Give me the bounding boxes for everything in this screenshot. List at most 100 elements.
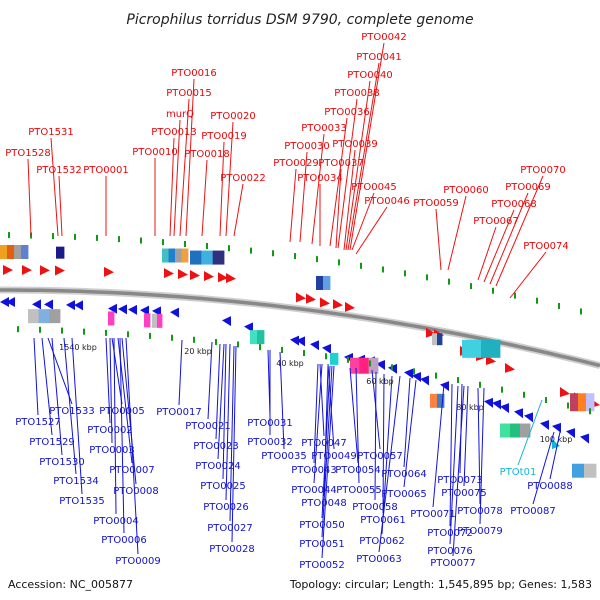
leader-line [178, 339, 183, 406]
scale-tick [470, 283, 472, 290]
gene-label-reverse: PTO0007 [109, 465, 154, 476]
scale-tick [545, 397, 547, 404]
gene-label-forward: PTO0040 [347, 70, 392, 81]
gene-label-forward: PTO0060 [443, 185, 488, 196]
gene-color-block [162, 248, 169, 263]
leader-line [27, 158, 32, 237]
leader-line [403, 377, 411, 468]
scale-tick [514, 292, 516, 299]
gene-color-block [570, 393, 579, 412]
scale-tick [39, 326, 41, 333]
forward-gene-arrow [164, 268, 174, 279]
scale-tick [325, 353, 327, 360]
scale-tick [580, 308, 582, 315]
scale-tick [171, 334, 173, 341]
leader-line [207, 341, 213, 420]
scale-tick [228, 245, 230, 252]
gene-label-reverse: PTO0088 [527, 481, 572, 492]
scale-label: 80 kbp [456, 403, 484, 412]
gene-label-reverse: PTO0009 [115, 556, 160, 567]
gene-label-reverse: PTO0051 [299, 539, 344, 550]
gene-label-forward: PTO0020 [210, 111, 255, 122]
leader-line [329, 117, 348, 247]
leader-line [233, 183, 244, 237]
gene-label-reverse: PTO0008 [113, 486, 158, 497]
gene-color-block [572, 463, 585, 478]
gene-label-forward: PTO0036 [324, 107, 369, 118]
gene-label-reverse: PTO0087 [510, 506, 555, 517]
gene-label-forward: PTO0059 [413, 198, 458, 209]
gene-color-block [520, 423, 531, 438]
gene-label-reverse: PTO0063 [356, 554, 401, 565]
leader-line [381, 375, 393, 535]
scale-label: 20 kbp [184, 347, 212, 356]
leader-line [345, 80, 371, 251]
leader-line [321, 365, 335, 559]
scale-tick [536, 297, 538, 304]
reverse-gene-arrow [552, 422, 561, 433]
leader-line [217, 343, 225, 460]
gene-label-forward: PTO0042 [361, 32, 406, 43]
gene-label-rna: PTOt01 [500, 467, 537, 478]
leader-line [435, 208, 442, 271]
forward-gene-arrow [178, 269, 188, 280]
leader-line [225, 343, 231, 501]
gene-color-block [323, 275, 331, 290]
gene-label-reverse: PTO0075 [441, 488, 486, 499]
gene-label-reverse: PTO0072 [427, 528, 472, 539]
leader-line [173, 119, 181, 237]
gene-color-block [14, 245, 22, 259]
leader-line [517, 399, 543, 466]
reverse-gene-arrow [6, 297, 15, 308]
gene-label-reverse: PTO0052 [299, 560, 344, 571]
gene-label-reverse: PTO1530 [39, 457, 84, 468]
gene-label-reverse: PTO0076 [427, 546, 472, 557]
scale-tick [61, 327, 63, 334]
forward-gene-arrow [204, 271, 214, 282]
scale-tick [382, 266, 384, 273]
reverse-gene-arrow [128, 304, 137, 315]
gene-color-block [212, 250, 225, 265]
reverse-gene-arrow [170, 307, 179, 318]
gene-color-block [430, 393, 438, 408]
leader-line [355, 367, 360, 484]
gene-label-reverse: PTO0079 [457, 526, 502, 537]
scale-tick [338, 259, 340, 266]
forward-gene-arrow [320, 297, 330, 308]
forward-gene-arrow [333, 299, 343, 310]
scale-tick [140, 237, 142, 244]
scale-tick [369, 360, 371, 367]
leader-line [279, 351, 285, 450]
reverse-gene-arrow [492, 399, 501, 410]
scale-tick [523, 391, 525, 398]
gene-color-block [21, 245, 29, 259]
gene-label-reverse: PTO0005 [99, 406, 144, 417]
leader-line [63, 337, 77, 475]
scale-tick [435, 372, 437, 379]
forward-gene-arrow [3, 264, 13, 275]
leader-line [403, 379, 417, 488]
leader-line [321, 365, 331, 519]
gene-label-forward: PTO0022 [220, 173, 265, 184]
reverse-gene-arrow [484, 397, 493, 408]
gene-label-forward: murQ [166, 109, 194, 120]
leader-line [483, 209, 515, 283]
leader-line [105, 337, 111, 424]
gene-label-forward: PTO0045 [351, 182, 396, 193]
scale-tick [74, 233, 76, 240]
gene-label-reverse: PTO0047 [301, 438, 346, 449]
reverse-gene-arrow [404, 368, 413, 379]
scale-tick [8, 232, 10, 239]
gene-color-block [316, 275, 324, 290]
scale-tick [492, 287, 494, 294]
forward-gene-arrow [296, 292, 306, 303]
leader-line [215, 343, 221, 440]
leader-line [219, 141, 225, 237]
gene-color-block [49, 309, 61, 324]
gene-label-reverse: PTO0064 [381, 469, 426, 480]
gene-label-reverse: PTO0073 [437, 475, 482, 486]
gene-color-block [152, 313, 158, 328]
gene-color-block [359, 357, 370, 374]
leader-line [382, 373, 385, 514]
gene-label-reverse: PTO0017 [156, 407, 201, 418]
